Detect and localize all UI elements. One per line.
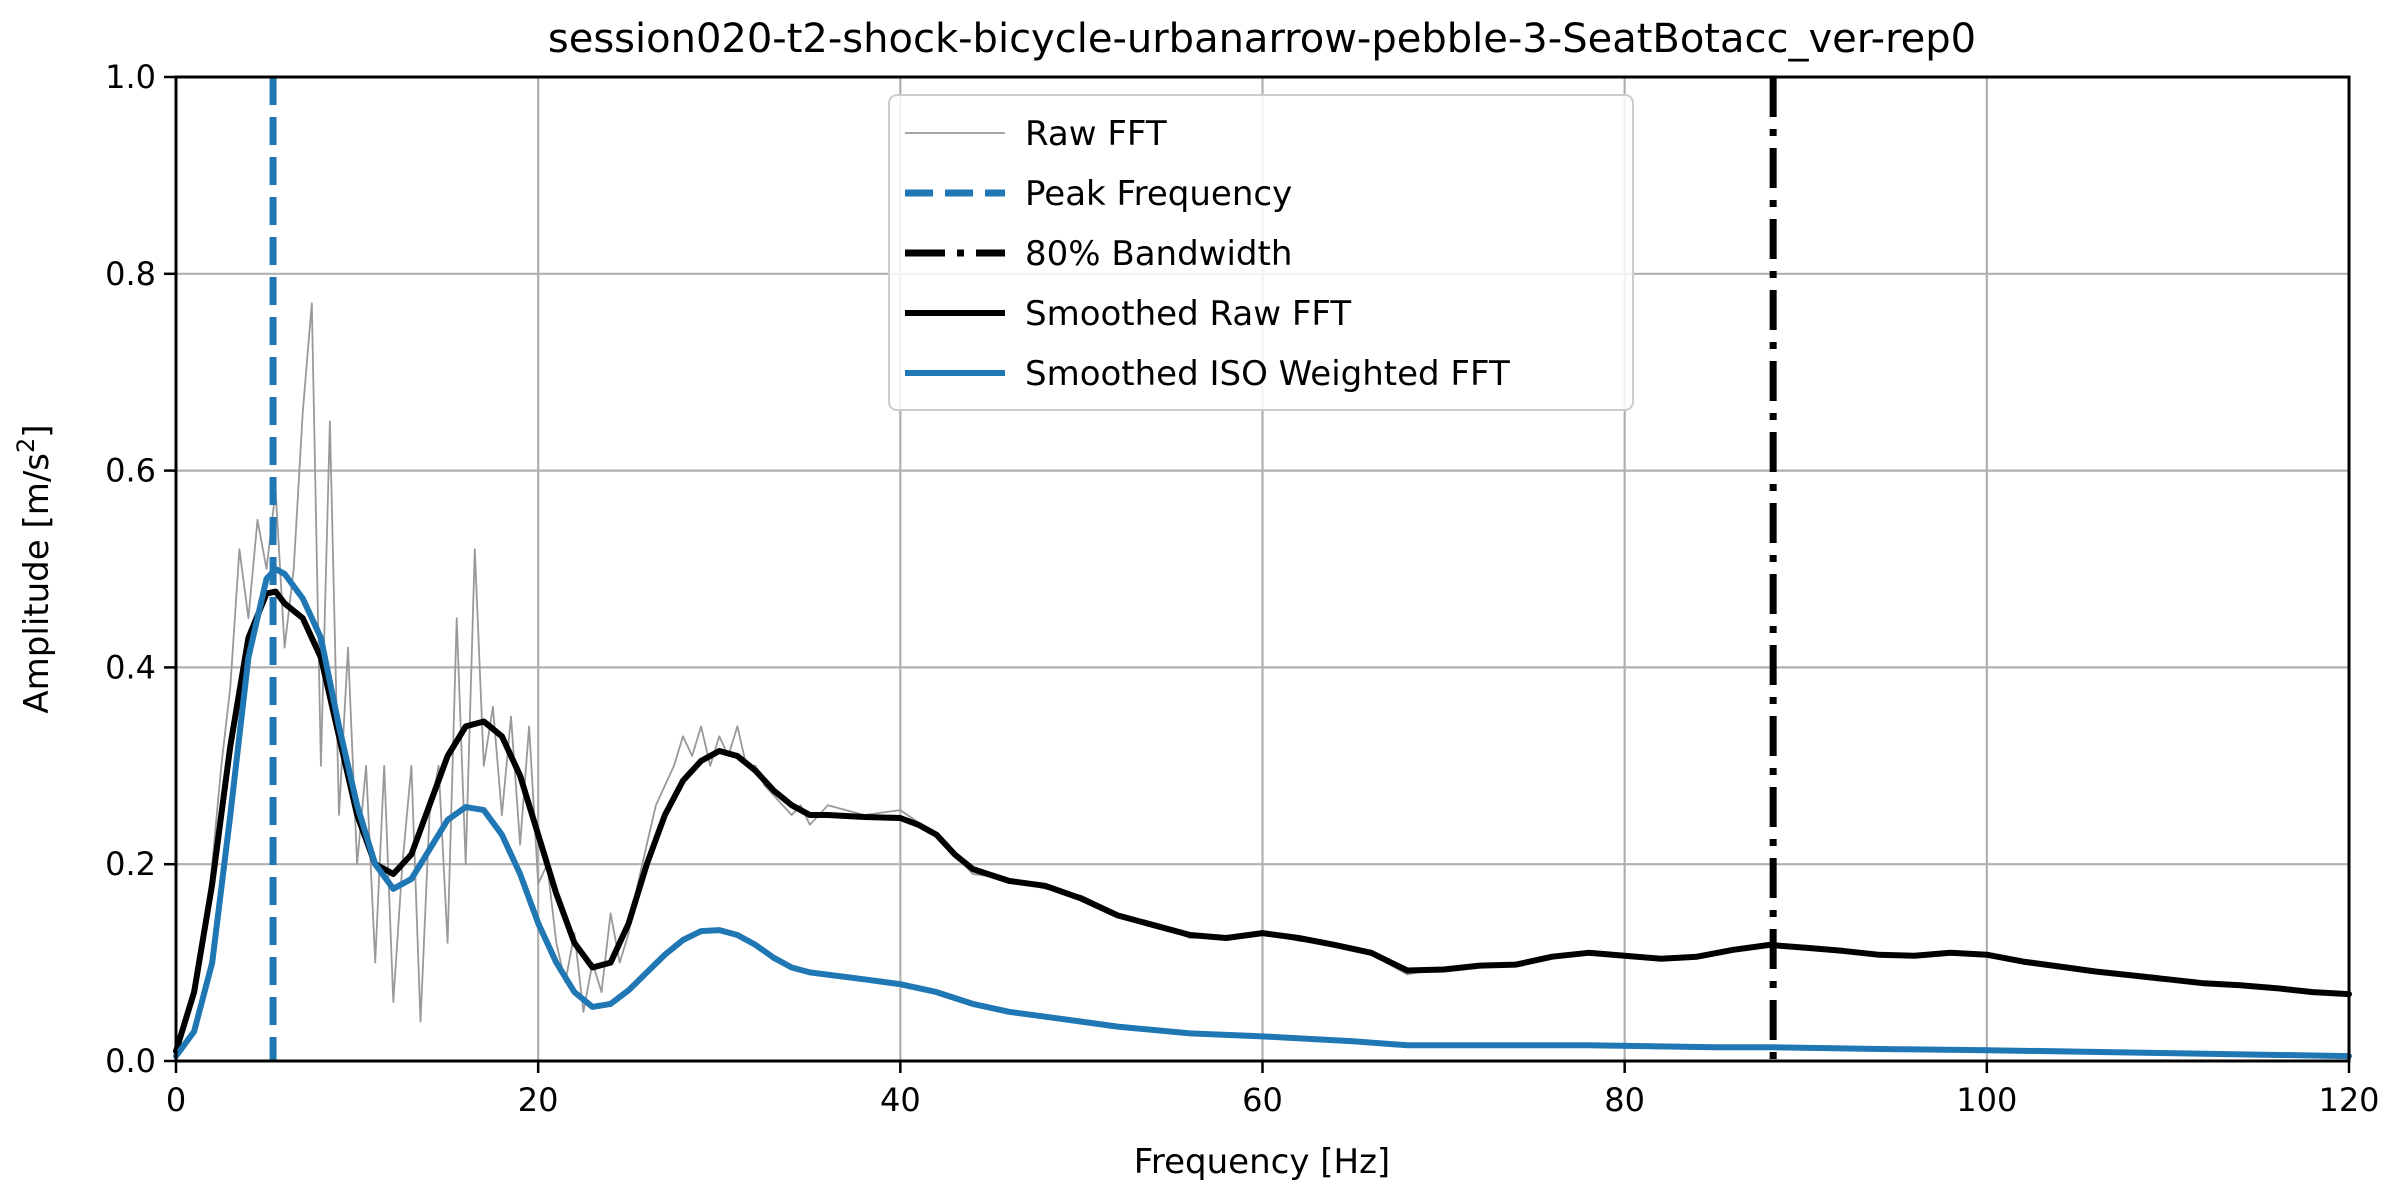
- x-tick-label: 120: [2318, 1081, 2379, 1119]
- legend-label: 80% Bandwidth: [1025, 234, 1292, 274]
- x-axis-label: Frequency [Hz]: [1134, 1142, 1390, 1182]
- y-tick-label: 1.0: [105, 58, 156, 96]
- y-tick-label: 0.8: [105, 255, 156, 293]
- x-tick-label: 20: [518, 1081, 559, 1119]
- x-tick-label: 40: [880, 1081, 921, 1119]
- x-tick-label: 60: [1242, 1081, 1283, 1119]
- plot-area: [173, 77, 2352, 1061]
- legend-label: Smoothed ISO Weighted FFT: [1025, 354, 1510, 394]
- y-axis-label-main: Amplitude [m/s: [17, 453, 57, 714]
- x-tick-label: 80: [1604, 1081, 1645, 1119]
- y-tick-label: 0.6: [105, 452, 156, 490]
- y-tick-label: 0.4: [105, 648, 156, 686]
- legend-label: Raw FFT: [1025, 114, 1167, 154]
- legend-box: [888, 94, 1634, 411]
- y-axis-label-end: ]: [17, 424, 57, 437]
- legend-label: Peak Frequency: [1025, 174, 1292, 214]
- x-tick-label: 0: [166, 1081, 186, 1119]
- smoothed-iso-fft-line: [173, 566, 2352, 1060]
- y-tick-label: 0.2: [105, 845, 156, 883]
- x-tick-label: 100: [1956, 1081, 2017, 1119]
- ticks: 0 20 40 60 80 100 120 0.0 0.2 0.4 0.6 0.8 1.0: [105, 58, 2379, 1119]
- y-axis-label: Amplitude [m/s2]: [12, 424, 57, 713]
- y-axis-label-sup: 2: [12, 438, 40, 453]
- y-tick-label: 0.0: [105, 1042, 156, 1080]
- legend-label: Smoothed Raw FFT: [1025, 294, 1351, 334]
- smoothed-raw-fft-line: [173, 588, 2352, 1055]
- chart-title: session020-t2-shock-bicycle-urbanarrow-p…: [548, 16, 1976, 62]
- legend: Raw FFT Peak Frequency 80% Bandwidth Smooth…: [888, 94, 1634, 411]
